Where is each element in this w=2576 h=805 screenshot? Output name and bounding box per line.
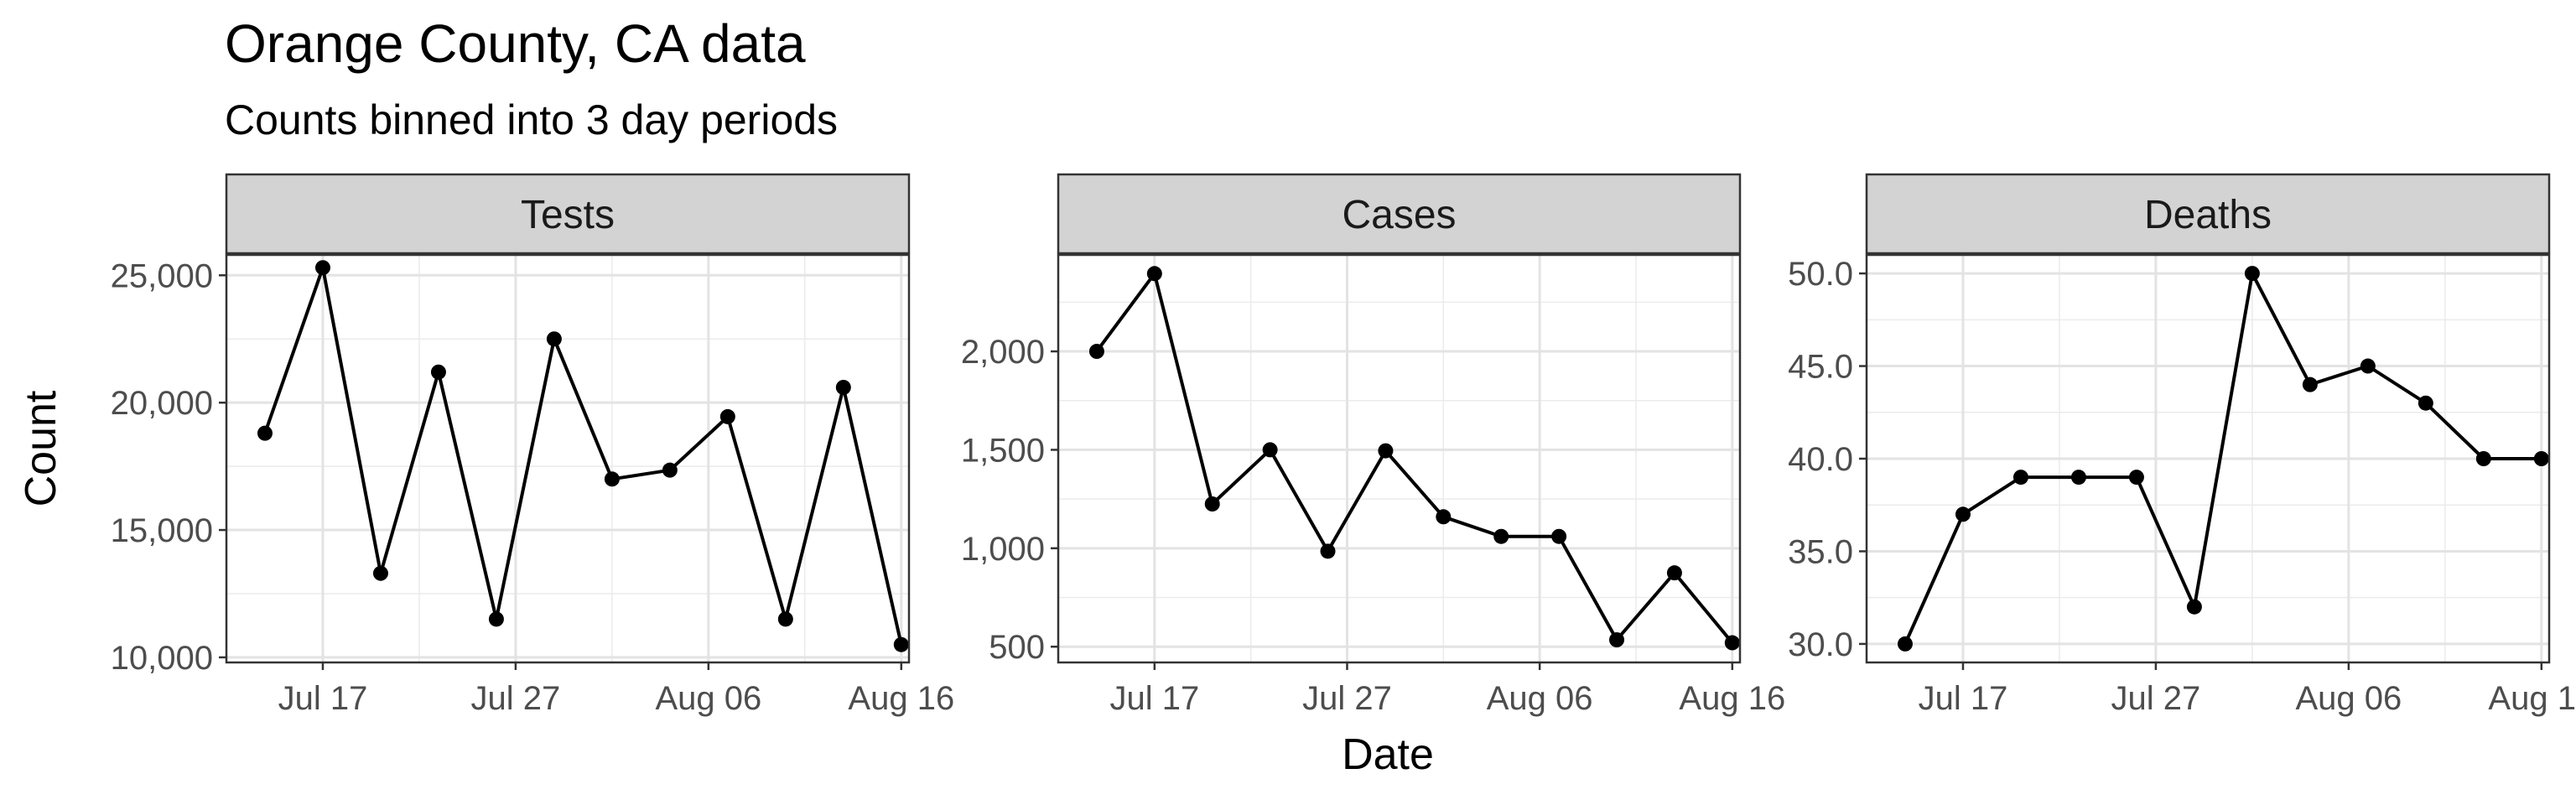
panels: Tests 10,000 15,000 20,000 25,000 Jul 17 Jul 2… xyxy=(111,173,2576,717)
facet-label: Deaths xyxy=(2144,193,2272,237)
x-tick-label: Aug 06 xyxy=(2295,680,2402,717)
data-point xyxy=(2360,358,2376,374)
data-point xyxy=(777,611,793,627)
data-point xyxy=(2533,451,2549,466)
x-tick-label: Jul 27 xyxy=(2111,680,2201,717)
data-point xyxy=(546,331,562,347)
panel-border xyxy=(225,253,911,664)
data-point xyxy=(1493,528,1509,544)
data-point xyxy=(1378,443,1394,459)
series-line xyxy=(263,266,903,646)
y-tick-label: 15,000 xyxy=(111,512,213,549)
data-point xyxy=(2128,470,2144,486)
panel-border xyxy=(1865,253,2551,664)
y-tick-label: 30.0 xyxy=(1788,626,1853,663)
data-point xyxy=(430,364,446,380)
data-point xyxy=(662,462,678,478)
data-point xyxy=(1204,496,1220,512)
x-tick-label: Jul 27 xyxy=(471,680,561,717)
x-axis-title: Date xyxy=(1342,730,1434,779)
y-tick-label: 45.0 xyxy=(1788,349,1853,386)
data-point xyxy=(488,611,504,627)
data-point xyxy=(2070,470,2086,486)
data-point xyxy=(1666,565,1682,581)
x-tick-label: Aug 16 xyxy=(2488,680,2576,717)
data-point xyxy=(1551,528,1567,544)
y-tick-label: 25,000 xyxy=(111,257,213,294)
x-tick-label: Jul 17 xyxy=(278,680,368,717)
data-point xyxy=(372,565,388,581)
data-point xyxy=(2244,266,2260,282)
facet-strip xyxy=(225,173,911,255)
data-point xyxy=(257,425,273,441)
y-tick-label: 40.0 xyxy=(1788,441,1853,478)
y-axis-title: Count xyxy=(17,390,65,506)
data-point xyxy=(1436,509,1452,525)
data-point xyxy=(1088,344,1104,360)
panel-border xyxy=(1057,253,1742,664)
x-tick-label: Jul 27 xyxy=(1302,680,1392,717)
data-point xyxy=(1724,635,1740,651)
data-point xyxy=(1609,632,1625,647)
series-line xyxy=(1095,272,1734,644)
series-line xyxy=(1903,272,2542,645)
data-point xyxy=(604,471,620,487)
data-point xyxy=(314,260,330,276)
data-point xyxy=(1320,543,1336,559)
y-tick-label: 2,000 xyxy=(961,334,1045,371)
x-tick-label: Aug 06 xyxy=(655,680,761,717)
data-point xyxy=(2302,377,2318,392)
y-tick-label: 20,000 xyxy=(111,385,213,422)
y-tick-label: 1,000 xyxy=(961,531,1045,568)
data-point xyxy=(2186,599,2202,615)
panel-tests: Tests 10,000 15,000 20,000 25,000 Jul 17 Jul 2… xyxy=(111,173,954,717)
data-point xyxy=(835,379,851,395)
x-tick-label: Aug 16 xyxy=(848,680,954,717)
facet-label: Cases xyxy=(1342,193,1456,237)
data-point xyxy=(2418,395,2433,411)
data-point xyxy=(1146,266,1162,282)
y-tick-label: 10,000 xyxy=(111,640,213,677)
facet-label: Tests xyxy=(521,193,615,237)
data-point xyxy=(893,636,909,652)
data-point xyxy=(1955,506,1971,522)
facet-strip xyxy=(1865,173,2551,255)
x-tick-label: Aug 06 xyxy=(1487,680,1593,717)
y-tick-label: 50.0 xyxy=(1788,256,1853,293)
x-tick-label: Jul 17 xyxy=(1919,680,2008,717)
data-point xyxy=(2475,451,2491,466)
data-point xyxy=(719,408,735,424)
panel-deaths: Deaths 30.0 35.0 40.0 45.0 50.0 Jul 17 Jul 27 Au… xyxy=(1788,173,2576,717)
x-tick-label: Jul 17 xyxy=(1109,680,1199,717)
data-point xyxy=(1897,636,1913,652)
y-tick-label: 35.0 xyxy=(1788,533,1853,570)
chart-title: Orange County, CA data xyxy=(225,13,806,74)
x-tick-label: Aug 16 xyxy=(1679,680,1785,717)
data-point xyxy=(2012,470,2028,486)
y-tick-label: 500 xyxy=(989,629,1045,666)
panel-cases: Cases 500 1,000 1,500 2,000 Jul 17 Jul 27 Aug 0… xyxy=(961,173,1785,717)
data-point xyxy=(1262,442,1278,458)
facet-strip xyxy=(1057,173,1742,255)
y-tick-label: 1,500 xyxy=(961,432,1045,469)
chart-subtitle: Counts binned into 3 day periods xyxy=(225,96,838,143)
